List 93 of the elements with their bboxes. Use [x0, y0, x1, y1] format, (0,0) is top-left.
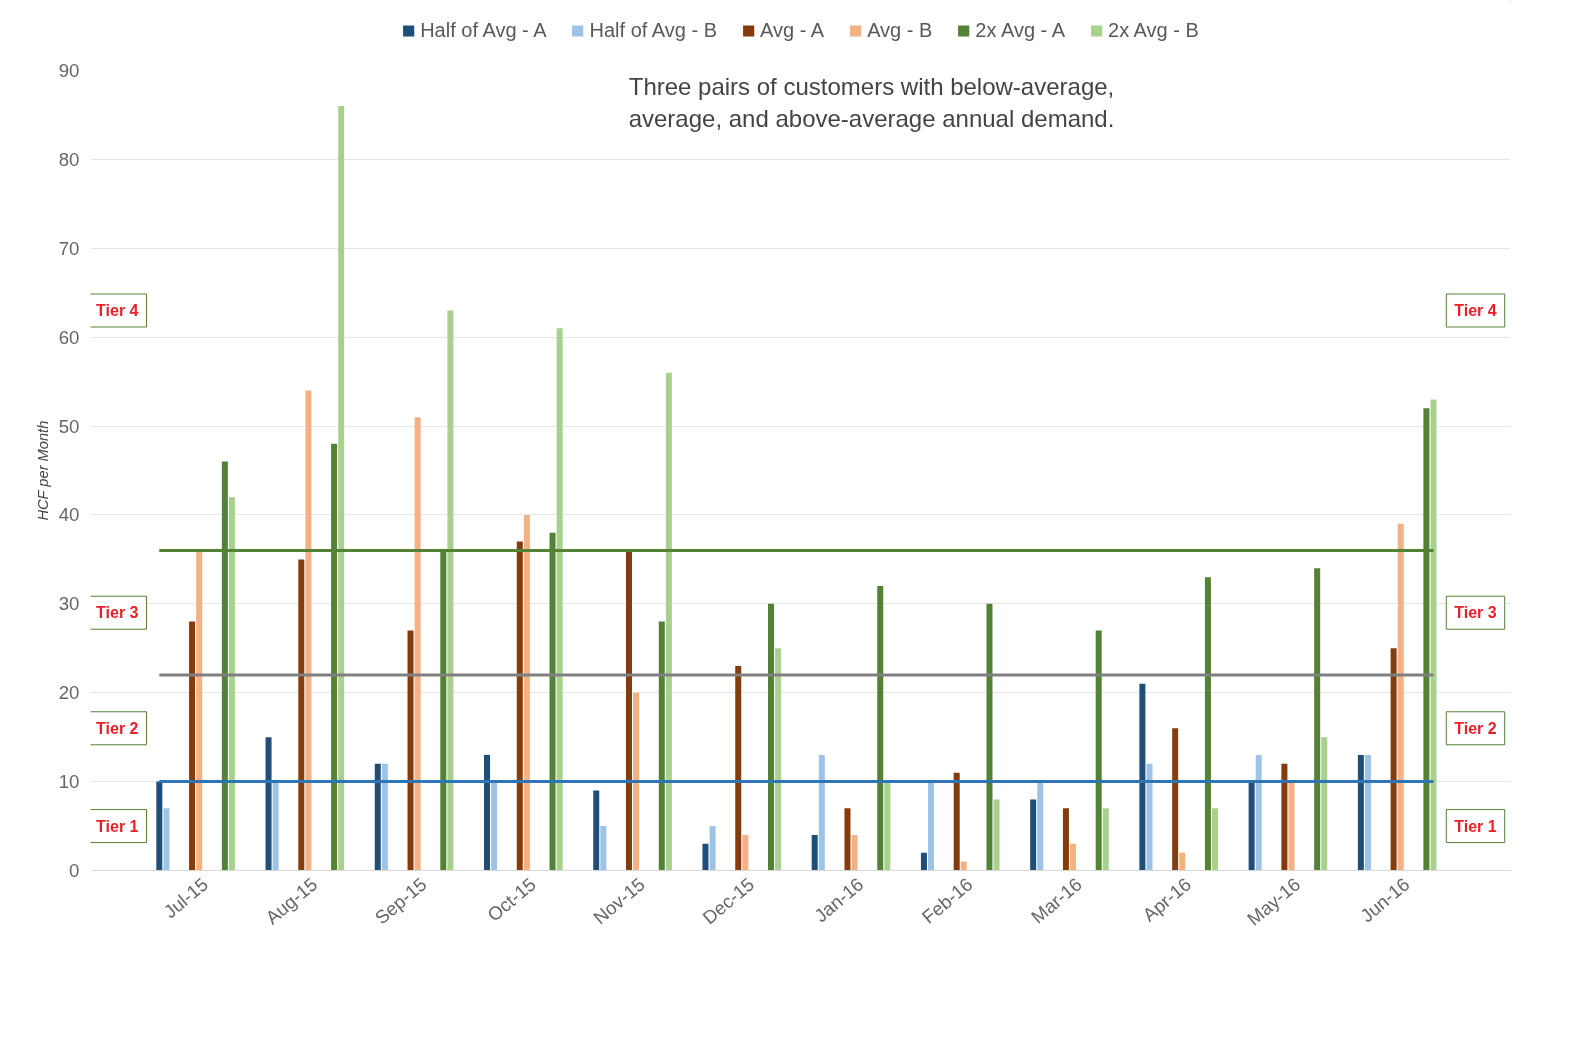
bar [626, 550, 633, 871]
bar [742, 834, 749, 871]
y-tick-label: 90 [58, 60, 80, 81]
bar [189, 621, 196, 871]
y-tick-label: 60 [58, 326, 80, 348]
y-tick-label: 20 [58, 682, 80, 704]
y-tick-label: 70 [58, 237, 80, 259]
annotation: Tier 4 [1454, 302, 1497, 319]
legend-label: Half of Avg - B [589, 18, 718, 42]
annotation: Tier 2 [1454, 719, 1497, 737]
bar [709, 826, 716, 871]
bar [928, 781, 935, 871]
bar [1146, 763, 1153, 871]
bar [665, 372, 672, 871]
y-tick-label: 10 [58, 771, 80, 793]
bar [1321, 737, 1328, 871]
bar [447, 310, 454, 871]
bar [884, 781, 891, 871]
bar [1179, 852, 1186, 871]
y-tick-label: 50 [58, 415, 80, 437]
bar [1281, 763, 1288, 871]
bar [768, 603, 775, 871]
bar [993, 799, 1000, 871]
bar [1204, 577, 1211, 871]
bar [1288, 781, 1295, 871]
legend-label: 2x Avg - A [975, 18, 1066, 42]
bar [1390, 648, 1397, 871]
bar [818, 754, 825, 871]
bar [491, 781, 498, 871]
bar [735, 666, 742, 871]
bar [228, 497, 235, 871]
bar [986, 603, 993, 871]
bar [484, 754, 491, 871]
y-tick-label: 80 [58, 148, 80, 170]
bar [196, 550, 203, 871]
bar [374, 763, 381, 871]
bar [877, 586, 884, 871]
bar [163, 808, 170, 871]
bar [1070, 843, 1077, 871]
annotation: Tier 3 [96, 604, 139, 622]
bar [851, 834, 858, 871]
bar [305, 390, 312, 871]
bar [960, 861, 967, 871]
bar [1139, 683, 1146, 871]
bar [523, 514, 530, 871]
bar [775, 648, 782, 871]
legend-label: 2x Avg - B [1108, 18, 1199, 42]
bar [1172, 728, 1179, 871]
bar [272, 781, 279, 871]
bar [1102, 808, 1109, 871]
bar [298, 559, 305, 871]
bar [1248, 781, 1255, 871]
y-tick-label: 30 [58, 593, 80, 615]
bar [1357, 754, 1364, 871]
annotation: Tier 2 [96, 719, 139, 737]
bar [811, 834, 818, 871]
annotation: Tier 1 [96, 817, 139, 835]
y-tick-label: 40 [58, 504, 80, 526]
annotation: Three pairs of customers with below-average, average, and above-average annual demand. [628, 72, 1115, 132]
bar [920, 852, 927, 871]
bar [633, 692, 640, 871]
y-axis-title: HCF per Month [34, 420, 51, 521]
bar [516, 541, 523, 871]
bar [556, 328, 563, 871]
legend-label: Avg - A [760, 18, 825, 42]
legend-label: Avg - B [867, 18, 933, 42]
bar [953, 772, 960, 871]
bar [1212, 808, 1219, 871]
bar [1062, 808, 1069, 871]
bar [1430, 399, 1437, 871]
bar [381, 763, 388, 871]
annotation: Tier 3 [1454, 604, 1497, 622]
bar [407, 630, 414, 871]
bar [600, 826, 607, 871]
bar [414, 417, 421, 871]
bar [702, 843, 709, 871]
annotation: Tier 1 [1454, 817, 1497, 835]
y-tick-label: 0 [69, 860, 80, 881]
annotation: Tier 4 [96, 302, 139, 319]
bar [1030, 799, 1037, 871]
bar [1364, 754, 1371, 871]
bar [1037, 781, 1044, 871]
bar [658, 621, 665, 871]
bar [1095, 630, 1102, 871]
bar [1255, 754, 1262, 871]
bar [593, 790, 600, 871]
legend-label: Half of Avg - A [420, 18, 547, 42]
bar [338, 106, 345, 871]
bar [1397, 523, 1404, 871]
bar [265, 737, 272, 871]
bar [844, 808, 851, 871]
bar [1314, 568, 1321, 871]
bar [156, 781, 163, 871]
